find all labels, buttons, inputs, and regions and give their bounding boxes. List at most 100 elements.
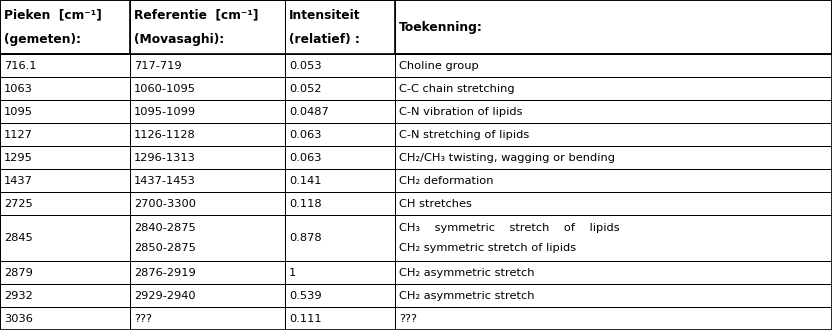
Text: 0.063: 0.063 xyxy=(289,153,321,163)
Bar xyxy=(0,54,130,77)
Text: 2725: 2725 xyxy=(4,199,32,209)
Bar xyxy=(130,77,285,100)
Text: 2876-2919: 2876-2919 xyxy=(134,268,196,278)
Bar xyxy=(285,261,395,284)
Bar xyxy=(285,169,395,192)
Text: 2929-2940: 2929-2940 xyxy=(134,290,196,301)
Bar xyxy=(0,261,130,284)
Text: 3036: 3036 xyxy=(4,314,33,323)
Text: CH₂ asymmetric stretch: CH₂ asymmetric stretch xyxy=(399,290,534,301)
Bar xyxy=(285,284,395,307)
Bar xyxy=(285,100,395,123)
Text: 2840-2875: 2840-2875 xyxy=(134,223,196,233)
Bar xyxy=(130,123,285,146)
Bar xyxy=(0,0,130,54)
Bar xyxy=(285,77,395,100)
Bar xyxy=(395,0,832,54)
Bar xyxy=(285,54,395,77)
Text: 0.052: 0.052 xyxy=(289,84,321,94)
Text: 1095: 1095 xyxy=(4,107,33,117)
Text: (gemeten):: (gemeten): xyxy=(4,33,81,46)
Text: CH₂ symmetric stretch of lipids: CH₂ symmetric stretch of lipids xyxy=(399,243,576,253)
Text: Referentie  [cm⁻¹]: Referentie [cm⁻¹] xyxy=(134,9,259,22)
Bar xyxy=(130,261,285,284)
Text: 717-719: 717-719 xyxy=(134,61,181,71)
Text: 0.118: 0.118 xyxy=(289,199,322,209)
Bar xyxy=(0,123,130,146)
Bar xyxy=(130,100,285,123)
Text: 1: 1 xyxy=(289,268,296,278)
Bar xyxy=(0,215,130,261)
Bar xyxy=(130,284,285,307)
Text: CH₂/CH₃ twisting, wagging or bending: CH₂/CH₃ twisting, wagging or bending xyxy=(399,153,615,163)
Text: CH₃    symmetric    stretch    of    lipids: CH₃ symmetric stretch of lipids xyxy=(399,223,620,233)
Bar xyxy=(395,215,832,261)
Text: CH stretches: CH stretches xyxy=(399,199,472,209)
Bar xyxy=(395,146,832,169)
Text: 0.111: 0.111 xyxy=(289,314,322,323)
Text: (Movasaghi):: (Movasaghi): xyxy=(134,33,225,46)
Bar xyxy=(130,215,285,261)
Text: 0.141: 0.141 xyxy=(289,176,321,186)
Bar xyxy=(285,307,395,330)
Text: 2845: 2845 xyxy=(4,233,32,243)
Text: C-N stretching of lipids: C-N stretching of lipids xyxy=(399,130,529,140)
Bar xyxy=(0,169,130,192)
Text: (relatief) :: (relatief) : xyxy=(289,33,360,46)
Text: 2879: 2879 xyxy=(4,268,33,278)
Text: 2932: 2932 xyxy=(4,290,32,301)
Text: 1126-1128: 1126-1128 xyxy=(134,130,196,140)
Bar xyxy=(130,54,285,77)
Text: 716.1: 716.1 xyxy=(4,61,37,71)
Bar xyxy=(285,215,395,261)
Bar xyxy=(395,284,832,307)
Text: 0.878: 0.878 xyxy=(289,233,322,243)
Text: 2850-2875: 2850-2875 xyxy=(134,243,196,253)
Bar xyxy=(130,0,285,54)
Bar xyxy=(0,192,130,215)
Text: 1127: 1127 xyxy=(4,130,33,140)
Text: ???: ??? xyxy=(134,314,152,323)
Bar xyxy=(395,100,832,123)
Bar xyxy=(395,261,832,284)
Text: ???: ??? xyxy=(399,314,417,323)
Text: C-C chain stretching: C-C chain stretching xyxy=(399,84,515,94)
Text: 0.0487: 0.0487 xyxy=(289,107,329,117)
Bar xyxy=(0,77,130,100)
Bar xyxy=(395,192,832,215)
Text: 1437-1453: 1437-1453 xyxy=(134,176,196,186)
Bar xyxy=(285,192,395,215)
Bar xyxy=(285,146,395,169)
Bar xyxy=(285,0,395,54)
Bar xyxy=(395,123,832,146)
Text: 2700-3300: 2700-3300 xyxy=(134,199,196,209)
Text: CH₂ asymmetric stretch: CH₂ asymmetric stretch xyxy=(399,268,534,278)
Bar xyxy=(0,284,130,307)
Bar xyxy=(395,77,832,100)
Text: 1095-1099: 1095-1099 xyxy=(134,107,196,117)
Text: Intensiteit: Intensiteit xyxy=(289,9,360,22)
Text: 1437: 1437 xyxy=(4,176,33,186)
Text: C-N vibration of lipids: C-N vibration of lipids xyxy=(399,107,522,117)
Bar xyxy=(0,100,130,123)
Text: 1295: 1295 xyxy=(4,153,33,163)
Bar xyxy=(130,169,285,192)
Text: 1060-1095: 1060-1095 xyxy=(134,84,196,94)
Bar xyxy=(130,146,285,169)
Bar xyxy=(285,123,395,146)
Text: CH₂ deformation: CH₂ deformation xyxy=(399,176,493,186)
Text: Pieken  [cm⁻¹]: Pieken [cm⁻¹] xyxy=(4,9,102,22)
Text: 0.063: 0.063 xyxy=(289,130,321,140)
Text: 1063: 1063 xyxy=(4,84,33,94)
Bar xyxy=(395,307,832,330)
Bar xyxy=(130,307,285,330)
Text: Toekenning:: Toekenning: xyxy=(399,21,483,34)
Text: 0.053: 0.053 xyxy=(289,61,322,71)
Bar xyxy=(395,54,832,77)
Bar xyxy=(0,307,130,330)
Text: Choline group: Choline group xyxy=(399,61,478,71)
Bar xyxy=(130,192,285,215)
Text: 1296-1313: 1296-1313 xyxy=(134,153,196,163)
Bar xyxy=(395,169,832,192)
Bar xyxy=(0,146,130,169)
